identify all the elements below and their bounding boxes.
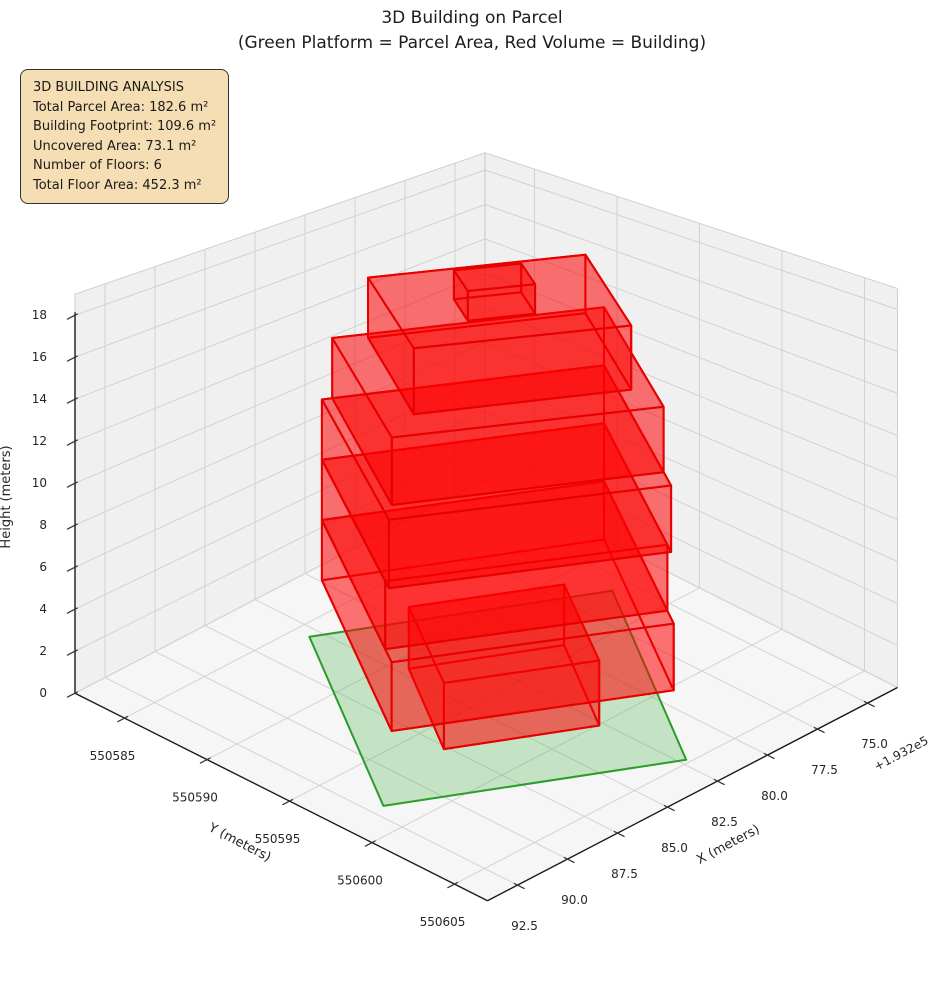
grid-line-z-left [74,376,486,568]
grid-line-z-right [484,238,898,394]
grid-line-z-left [74,341,486,526]
z-tick-label: 4 [39,602,47,616]
grid-line-y [289,587,700,802]
grid-line-z-right [484,376,898,562]
z-tick-label: 0 [39,686,47,700]
z-tick-mark [66,523,78,530]
x-tick-label: 90.0 [561,893,588,907]
y-tick-label: 550600 [337,874,383,888]
z-tick-label: 10 [32,476,47,490]
grid-line-z-left [74,410,486,610]
z-tick-mark [66,691,78,698]
grid-line-z-right [484,307,898,478]
z-tick-mark [66,565,78,572]
info-box-heading: 3D BUILDING ANALYSIS [33,80,185,95]
x-tick-label: 75.0 [861,737,888,751]
grid-line-y [206,545,618,761]
z-tick-mark [66,439,78,446]
x-tick-mark [613,830,625,838]
building-roof-penthouse [452,262,537,292]
x-tick-mark [763,752,775,760]
y-tick-label: 550595 [255,832,301,846]
grid-line-z-left [74,272,486,442]
grid-line-x [104,677,518,886]
analysis-info-box: 3D BUILDING ANALYSIS Total Parcel Area: … [20,69,230,204]
x-tick-mark [513,882,525,890]
x-tick-label: 85.0 [661,841,688,855]
x-tick-mark [863,700,875,708]
grid-line-z-right [484,169,898,310]
y-tick-label: 550605 [420,915,466,929]
grid-line-y [454,670,865,885]
y-tick-mark [364,840,376,847]
y-tick-mark [199,757,211,764]
grid-line-y [371,628,783,844]
z-tick-label: 18 [32,308,47,322]
info-line: Building Footprint: 109.6 m² [33,119,217,134]
x-tick-label: 87.5 [611,867,638,881]
x-tick-mark [813,726,825,734]
info-line: Number of Floors: 6 [33,158,162,173]
x-tick-label: 77.5 [811,763,838,777]
info-box-lines: Total Parcel Area: 182.6 m² Building Foot… [33,98,216,196]
grid-line-z-left [74,169,486,316]
x-tick-mark [663,804,675,812]
x-tick-label: 92.5 [511,919,538,933]
z-tick-mark [66,649,78,656]
z-tick-mark [66,481,78,488]
y-tick-mark [117,715,129,723]
y-tick-label: 550590 [172,791,218,805]
z-tick-label: 2 [39,644,47,658]
z-tick-mark [66,397,78,404]
z-tick-label: 14 [32,392,47,406]
x-tick-label: 82.5 [711,815,738,829]
x-tick-label: 80.0 [761,789,788,803]
info-line: Total Floor Area: 452.3 m² [33,177,202,193]
z-tick-label: 8 [39,518,47,532]
y-tick-label: 550585 [90,749,136,763]
z-tick-label: 16 [32,350,47,364]
grid-line-z-left [74,445,486,652]
grid-line-x [404,521,818,730]
grid-line-x [354,547,768,756]
z-tick-label: 6 [39,560,47,574]
x-tick-mark [563,856,575,864]
grid-line-z-left [74,238,486,400]
grid-line-z-left [74,307,486,484]
info-line: Uncovered Area: 73.1 m² [33,138,197,154]
z-tick-label: 12 [32,434,47,448]
y-axis-spine [74,692,488,902]
x-axis-spine [487,686,898,902]
y-tick-mark [447,881,459,889]
grid-line-y [124,504,535,719]
grid-line-z-right [484,445,898,646]
x-tick-mark [713,778,725,786]
grid-line-z-right [484,204,898,352]
z-tick-mark [66,607,78,614]
building-floor-6 [367,253,633,350]
grid-line-z-left [74,204,486,358]
grid-line-x [304,573,718,782]
chart-subtitle: (Green Platform = Parcel Area, Red Volum… [237,33,707,53]
grid-line-z-right [484,479,898,688]
chart-title: 3D Building on Parcel [381,8,563,28]
info-line: Total Parcel Area: 182.6 m² [33,99,209,115]
grid-line-x [204,625,618,834]
z-tick-mark [66,355,78,362]
y-tick-mark [282,798,294,806]
z-axis-label: Height (meters) [0,445,14,548]
chart-title-block: 3D Building on Parcel (Green Platform = … [0,6,944,56]
grid-line-z-right [484,272,898,436]
grid-line-z-right [484,410,898,604]
z-tick-mark [66,313,78,320]
building-floor-5 [331,306,665,439]
